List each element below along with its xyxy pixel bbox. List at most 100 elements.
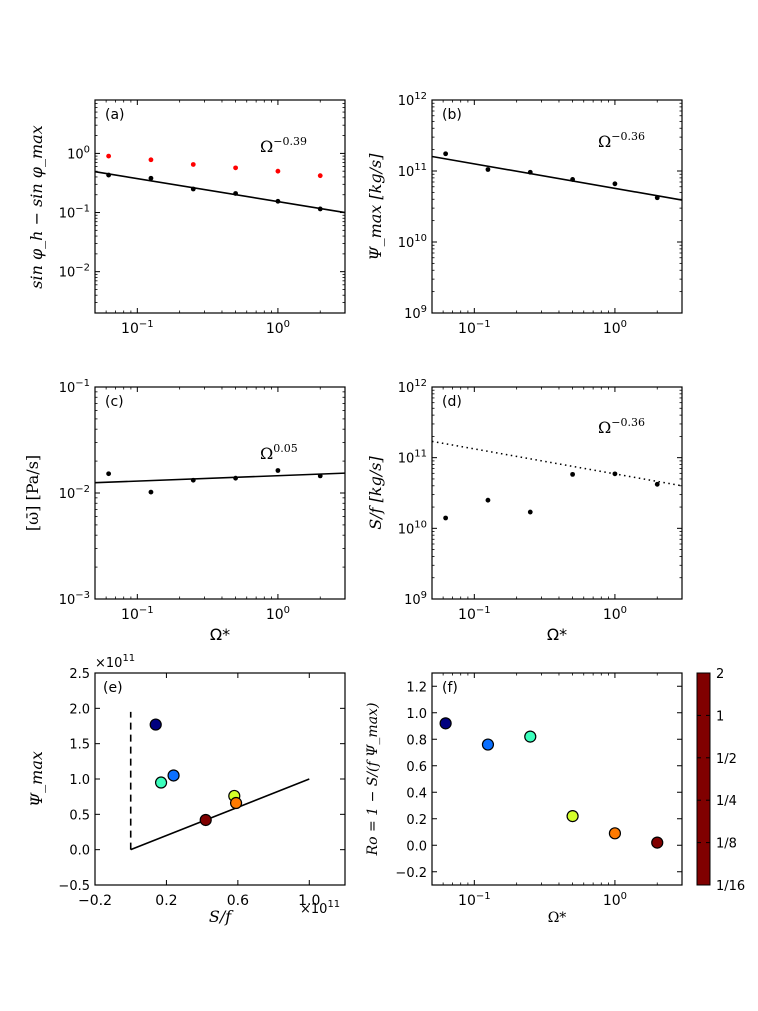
panel-f-point — [524, 730, 537, 743]
panel-e-y-multiplier: ×1011 — [95, 653, 135, 671]
panel-a-x-tick-label: 100 — [266, 319, 290, 337]
colorbar-tick-label: 1/2 — [716, 752, 737, 767]
panel-e-x-tick-label: −0.2 — [78, 893, 112, 909]
panel-d-series-0-point — [527, 509, 533, 515]
colorbar-tick-label: 1/16 — [716, 879, 745, 894]
colorbar-tick-label: 1/4 — [716, 794, 737, 809]
panel-d-series-0-point — [443, 515, 449, 521]
panel-c-y-tick-label-exp: −3 — [75, 590, 90, 601]
panel-d-y-tick-label-base: 10 — [398, 381, 415, 396]
panel-f-y-tick-label: 0.6 — [406, 760, 427, 775]
panel-f-xlabel: Ω* — [548, 910, 567, 926]
panel-a-y-tick-label: 10−1 — [59, 204, 90, 222]
panel-b-series-0-point — [654, 195, 660, 201]
panel-a-y-tick-label: 10−2 — [59, 263, 90, 281]
panel-e-xlabel: S/f — [209, 907, 234, 926]
panel-a-x-tick-label-base: 10 — [266, 321, 284, 337]
panel-d-x-tick-label-exp: −1 — [476, 605, 491, 616]
panel-b-series-0-point — [443, 151, 449, 157]
panel-a-annotation-base: Ω — [260, 137, 273, 156]
panel-f-point — [651, 836, 664, 849]
panel-a-x-tick-label-exp: 0 — [284, 319, 290, 330]
panel-b-y-tick-label-exp: 9 — [421, 304, 427, 315]
panel-f-point — [566, 809, 579, 823]
panel-c-annotation-exp: 0.05 — [273, 442, 298, 455]
panel-e-point — [149, 718, 162, 731]
panel-b-x-tick-label-exp: −1 — [476, 319, 491, 330]
panel-a-y-tick-label: 100 — [67, 144, 90, 162]
panel-a-series-0-point — [106, 153, 112, 159]
panel-d-y-tick-label: 1012 — [398, 378, 427, 396]
panel-e-ylabel: Ψ_max — [27, 751, 46, 807]
panel-e-plot-area: −0.2 0.2 0.6 1.0 −0.5 0.0 0.5 1.0 1.5 2.0 2.5 — [58, 667, 345, 909]
panel-b-y-tick-label-base: 10 — [398, 236, 415, 251]
panel-a-y-tick-label-exp: −2 — [75, 263, 90, 274]
panel-d-y-tick-label: 1011 — [398, 449, 427, 467]
panel-d-y-tick-label-base: 10 — [398, 522, 415, 537]
panel-d-series-0-point — [612, 471, 618, 477]
panel-c-x-tick-label-exp: 0 — [284, 605, 290, 616]
panel-e-y-tick-label: 2.0 — [69, 702, 90, 717]
panel-c-annotation-base: Ω — [260, 444, 273, 463]
panel-a-series-1-point — [233, 191, 238, 196]
panel-e-point — [229, 796, 243, 810]
panel-d-y-tick-label: 1010 — [398, 519, 427, 537]
panel-f-x-tick-label: 100 — [603, 891, 627, 909]
panel-d-series-0-point — [570, 471, 575, 477]
panel-a-ylabel: sin φ_h − sin φ_max — [27, 125, 46, 288]
panel-c-series-0-point — [275, 468, 281, 473]
panel-a-y-tick-label-exp: −1 — [75, 204, 90, 215]
colorbar-gradient — [696, 672, 711, 886]
panel-a-series-0-point — [233, 165, 238, 171]
panel-d-x-tick-label-base: 10 — [458, 607, 476, 623]
panel-f-x-tick-label-base: 10 — [458, 893, 476, 909]
panel-c-y-tick-label: 10−2 — [59, 484, 90, 502]
panel-b-annotation: Ω−0.36 — [598, 130, 645, 151]
panel-d-ylabel: S/f [kg/s] — [366, 456, 385, 530]
panel-c-frame — [94, 386, 346, 600]
panel-a-y-tick-label-base: 10 — [67, 147, 84, 162]
panel-c-annotation: Ω0.05 — [260, 442, 298, 463]
panel-b-y-tick-label: 1010 — [398, 233, 427, 251]
panel-b-x-tick-label-exp: 0 — [621, 319, 627, 330]
panel-a-annotation-exp: −0.39 — [273, 135, 307, 148]
panel-e-y-tick-label: −0.5 — [58, 879, 90, 894]
panel-e-y-tick-label: 2.5 — [69, 667, 90, 682]
panel-c-xlabel: Ω* — [210, 625, 230, 644]
panel-f-point — [481, 738, 495, 751]
panel-a-annotation: Ω−0.39 — [260, 135, 307, 156]
colorbar-tick-label: 1/8 — [716, 837, 737, 852]
panel-b-fit-line — [431, 155, 683, 201]
panel-d-annotation-exp: −0.36 — [611, 416, 645, 429]
panel-d-y-tick-label-exp: 10 — [414, 519, 427, 530]
panel-e: −0.2 0.2 0.6 1.0−0.50.00.51.01.52.02.5 (e) … — [27, 653, 346, 926]
panel-c-x-tick-label: 10−1 — [121, 605, 154, 623]
panel-d-frame — [431, 386, 683, 600]
panel-f-x-tick-label-exp: −1 — [476, 891, 491, 902]
panel-b-series-0-point — [570, 177, 575, 182]
panel-c-y-tick-label-base: 10 — [59, 381, 76, 396]
panel-c-label: (c) — [105, 394, 124, 410]
panel-b-y-tick-label: 1012 — [398, 91, 427, 109]
panel-c-x-tick-label-base: 10 — [121, 607, 139, 623]
panel-c-y-tick-label-base: 10 — [59, 593, 76, 608]
panel-f: 10−1 100−0.20.00.20.40.60.81.01.2 (f) Ro … — [365, 672, 683, 926]
panel-a-series-0-point — [148, 157, 154, 163]
panel-e-x-tick-label: 1.0 — [298, 893, 320, 909]
panel-d-x-tick-label: 10−1 — [458, 605, 491, 623]
panel-d-fit-line — [431, 440, 683, 487]
panel-a-y-tick-label-base: 10 — [59, 207, 76, 222]
panel-f-label: (f) — [442, 680, 458, 696]
panel-d-annotation: Ω−0.36 — [598, 416, 645, 437]
panel-b-annotation-base: Ω — [598, 132, 611, 151]
panel-f-y-tick-label: 0.2 — [406, 813, 427, 828]
panel-c-y-tick-label-exp: −2 — [75, 484, 90, 495]
panel-d-series-0-point — [485, 497, 491, 503]
panel-e-point — [199, 813, 212, 827]
panel-a-y-tick-label-exp: 0 — [84, 144, 90, 155]
panel-c-x-tick-label: 100 — [266, 605, 290, 623]
